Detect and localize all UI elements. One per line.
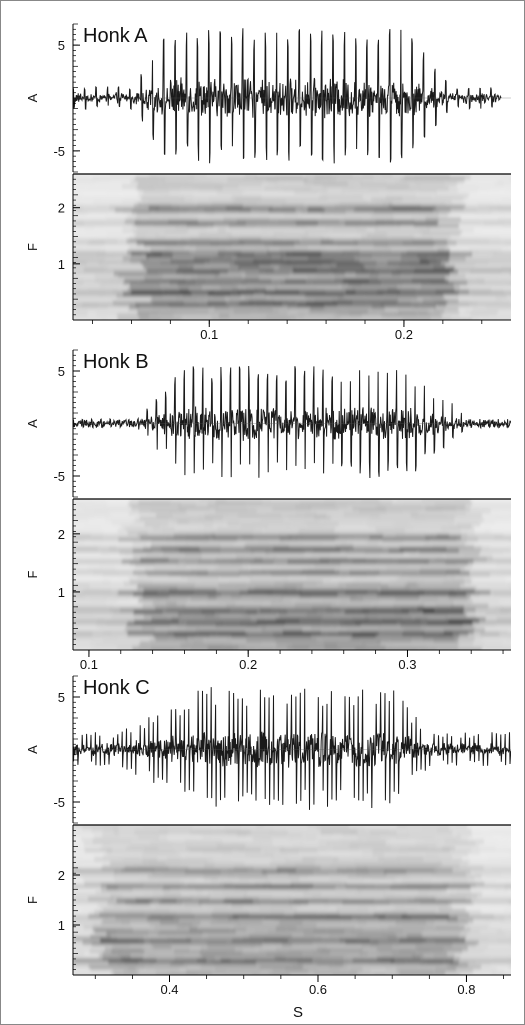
waveform-trace [73,365,511,479]
y-tick-label: 2 [58,868,65,883]
x-tick-label: 0.1 [80,657,98,672]
y-tick-label: 1 [58,257,65,272]
x-tick-label: 0.2 [239,657,257,672]
y-tick-label: -5 [53,144,65,159]
x-tick-label: 0.2 [395,327,413,342]
panel-title: Honk B [83,351,149,373]
y-tick-label: -5 [53,469,65,484]
y-axis-label: F [25,570,40,578]
spectrogram-image [73,174,511,320]
waveform-trace [73,687,511,810]
panel-title: Honk A [83,25,148,47]
panels: Honk A 5 -5 A 0.1 0.2 2 1 F Honk B 5 -5 A 0.1 0.2 0.3 2 1… [25,23,511,997]
y-tick-label: 1 [58,585,65,600]
waveform-panel-2: Honk B 5 -5 A [25,349,511,498]
y-tick-label: -5 [53,795,65,810]
spectrogram-panel-3: 0.4 0.6 0.8 2 1 F [25,824,511,997]
x-tick-label: 0.3 [398,657,416,672]
y-axis-label: A [25,745,40,754]
x-axis-label: S [293,1004,303,1021]
y-axis-label: F [25,896,40,904]
waveform-panel-3: Honk C 5 -5 A [25,675,511,824]
waveform-trace [73,28,502,164]
spectrogram-panel-1: 0.1 0.2 2 1 F [25,173,511,342]
y-tick-label: 5 [58,690,65,705]
spectrogram-panel-2: 0.1 0.2 0.3 2 1 F [25,498,511,672]
y-tick-label: 5 [58,364,65,379]
waveform-panel-1: Honk A 5 -5 A [25,23,511,173]
x-tick-label: 0.4 [160,982,178,997]
y-axis-label: A [25,419,40,428]
x-tick-label: 0.1 [200,327,218,342]
y-tick-label: 1 [58,918,65,933]
spectrogram-image [73,499,511,650]
y-axis-label: F [25,243,40,251]
x-tick-label: 0.6 [309,982,327,997]
y-axis-label: A [25,93,40,102]
y-tick-label: 2 [58,527,65,542]
x-tick-label: 0.8 [457,982,475,997]
panel-title: Honk C [83,677,150,699]
y-tick-label: 2 [58,201,65,216]
spectrogram-image [73,825,511,975]
y-tick-label: 5 [58,38,65,53]
